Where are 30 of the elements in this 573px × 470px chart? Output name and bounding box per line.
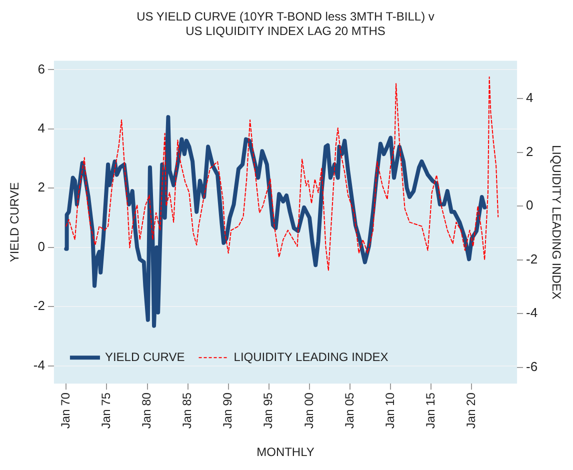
x-tick-label: Jan 85 (180, 392, 194, 429)
x-tick-label: Jan 20 (464, 392, 478, 429)
y2-axis-title: LIQUIDITY LEADING INDEX (549, 144, 564, 300)
chart-title: US YIELD CURVE (10YR T-BOND less 3MTH T-BILL) v US LIQUIDITY INDEX LAG 20 MTHS (136, 10, 434, 38)
y-tick-label: -2 (33, 298, 45, 314)
legend-label: YIELD CURVE (104, 350, 185, 364)
x-tick-label: Jan 70 (58, 392, 72, 429)
y-tick-label: -4 (33, 357, 45, 372)
y2-tick-label: -2 (526, 251, 538, 266)
x-tick-label: Jan 00 (302, 392, 316, 429)
y2-tick-label: -6 (526, 359, 538, 374)
x-tick-label: Jan 75 (99, 392, 113, 429)
legend-label: LIQUIDITY LEADING INDEX (234, 350, 388, 364)
y2-tick-label: -4 (526, 305, 538, 320)
y-tick-label: 4 (38, 120, 45, 136)
y-tick-label: 6 (38, 61, 45, 76)
y2-tick-label: 0 (526, 198, 534, 213)
x-tick-label: Jan 05 (342, 392, 356, 429)
line-series (66, 76, 499, 272)
y-tick-label: 2 (38, 180, 45, 195)
x-tick-label: Jan 95 (261, 392, 276, 429)
x-tick-label: Jan 15 (423, 392, 438, 429)
x-tick-label: Jan 90 (220, 392, 235, 429)
x-tick-label: Jan 80 (140, 392, 154, 429)
x-axis-title: MONTHLY (256, 445, 314, 460)
y2-tick-label: 4 (526, 90, 534, 106)
y-tick-label: 0 (38, 238, 45, 254)
x-tick-label: Jan 10 (382, 392, 397, 429)
y-axis-title: YIELD CURVE (8, 182, 22, 262)
y2-tick-label: 2 (526, 144, 534, 159)
